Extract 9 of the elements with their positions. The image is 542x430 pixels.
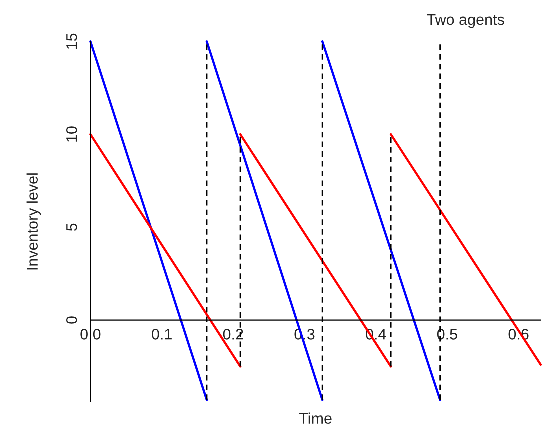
x-tick-label: 0.5 <box>437 329 458 340</box>
y-tick-label: 10 <box>66 126 78 142</box>
y-axis-title: Inventory level <box>26 174 42 270</box>
x-tick-label: 0.1 <box>152 329 172 340</box>
chart-title: Two agents <box>427 14 504 28</box>
y-tick-label: 15 <box>66 34 78 50</box>
y-tick-label: 0 <box>66 316 78 324</box>
x-axis-title: Time <box>299 412 332 424</box>
y-tick-label: 5 <box>66 224 78 232</box>
